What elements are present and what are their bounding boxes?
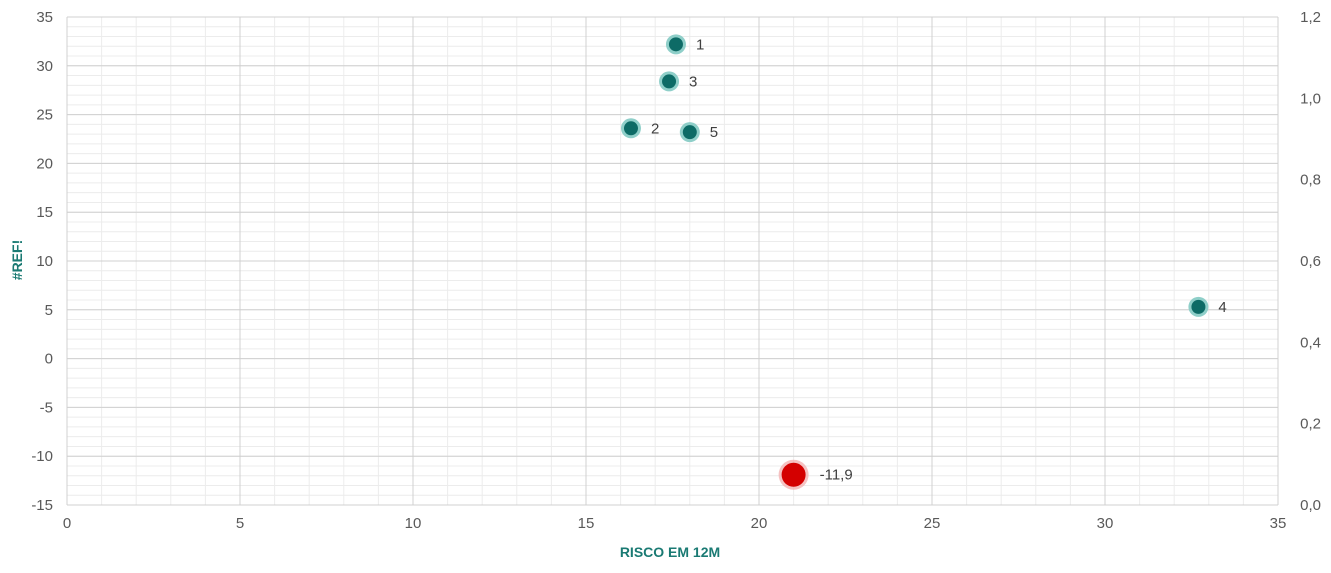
y-tick-label: 0: [45, 351, 53, 368]
y-tick-label: 10: [36, 253, 53, 270]
x-tick-label: 20: [751, 515, 768, 532]
y-tick-label: 25: [36, 107, 53, 124]
y-tick-label: 15: [36, 204, 53, 221]
x-tick-label: 35: [1270, 515, 1287, 532]
y2-tick-label: 0,2: [1300, 416, 1321, 433]
x-tick-label: 10: [405, 515, 422, 532]
y2-tick-label: 0,6: [1300, 253, 1321, 270]
point-marker: [623, 121, 638, 136]
point-marker: [662, 74, 677, 89]
y2-tick-label: 1,0: [1300, 90, 1321, 107]
point-label: 1: [696, 36, 704, 53]
point-marker: [781, 462, 806, 487]
point-label: -11,9: [820, 467, 853, 484]
x-tick-label: 25: [924, 515, 941, 532]
y-tick-label: 30: [36, 58, 53, 75]
y-tick-label: 5: [45, 302, 53, 319]
y2-tick-label: 0,0: [1300, 497, 1321, 514]
x-tick-label: 5: [236, 515, 244, 532]
y2-tick-label: 1,2: [1300, 9, 1321, 26]
x-tick-label: 15: [578, 515, 595, 532]
y-tick-label: -15: [31, 497, 53, 514]
point-label: 4: [1218, 299, 1226, 316]
y-axis-title: #REF!: [9, 240, 25, 280]
point-label: 5: [710, 124, 718, 141]
point-label: 3: [689, 73, 697, 90]
point-label: 2: [651, 120, 659, 137]
data-point: [679, 122, 700, 143]
data-point: [659, 71, 680, 92]
y2-tick-label: 0,8: [1300, 172, 1321, 189]
data-point: [1188, 296, 1209, 317]
y-tick-label: 20: [36, 155, 53, 172]
x-tick-label: 0: [63, 515, 71, 532]
major-gridlines: [66, 16, 1279, 506]
point-marker: [682, 125, 697, 140]
y-tick-label: 35: [36, 9, 53, 26]
point-marker: [1191, 299, 1206, 314]
data-labels: 1 3 2 5 4 -11,9: [651, 36, 1227, 483]
x-axis-title: RISCO EM 12M: [620, 544, 720, 560]
y-tick-label: -10: [31, 448, 53, 465]
highlight-point: [778, 459, 809, 490]
tick-labels: 0 5 10 15 20 25 30 35-15-10-5051015202530350,00…: [31, 9, 1321, 532]
y-tick-label: -5: [40, 399, 53, 416]
x-tick-label: 30: [1097, 515, 1114, 532]
data-point: [665, 34, 686, 55]
data-points: [620, 34, 1209, 490]
point-marker: [668, 37, 683, 52]
data-point: [620, 118, 641, 139]
y2-tick-label: 0,4: [1300, 334, 1321, 351]
